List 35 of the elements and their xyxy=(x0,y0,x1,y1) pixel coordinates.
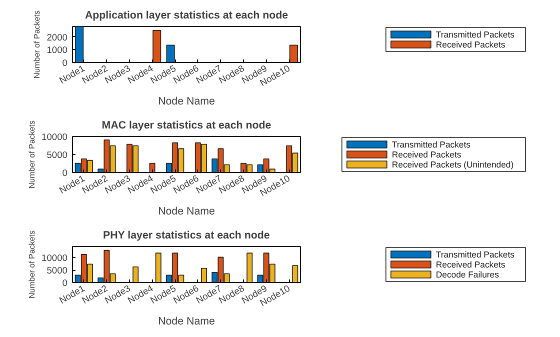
bar xyxy=(149,162,156,172)
y-axis-title: Number of Packets xyxy=(32,10,42,79)
y-axis-title: Number of Packets xyxy=(28,230,37,299)
y-tick-label: 5000 xyxy=(46,266,68,276)
bar xyxy=(246,252,253,282)
bar xyxy=(152,30,162,62)
bar xyxy=(132,266,139,282)
legend-label: Received Packets xyxy=(392,150,462,160)
legend-label: Transmitted Packets xyxy=(436,250,516,260)
y-tick-label: 2000 xyxy=(46,32,68,42)
bar xyxy=(292,265,298,282)
y-tick-label: 10000 xyxy=(42,132,68,142)
y-axis-title: Number of Packets xyxy=(28,120,37,189)
x-axis-title: Node Name xyxy=(158,316,216,328)
legend-label: Decode Failures xyxy=(436,270,500,280)
legend-label: Received Packets xyxy=(436,260,506,270)
x-axis-title: Node Name xyxy=(158,206,216,218)
x-axis-title: Node Name xyxy=(158,96,216,108)
y-tick-label: 0 xyxy=(62,58,68,68)
chart-title: MAC layer statistics at each node xyxy=(102,120,272,132)
bar xyxy=(200,268,207,282)
legend-label: Received Packets xyxy=(436,40,506,50)
bar xyxy=(166,44,175,62)
legend-label: Transmitted Packets xyxy=(436,30,516,40)
bar xyxy=(289,44,298,62)
chart-title: Application layer statistics at each node xyxy=(84,10,288,22)
y-tick-label: 0 xyxy=(62,278,68,288)
y-tick-label: 10000 xyxy=(42,253,68,264)
chart-title: PHY layer statistics at each node xyxy=(102,230,270,242)
bar xyxy=(155,252,162,282)
y-tick-label: 5000 xyxy=(46,150,68,160)
y-tick-label: 1000 xyxy=(46,45,68,56)
legend-label: Received Packets (Unintended) xyxy=(392,160,514,170)
y-tick-label: 0 xyxy=(62,168,68,178)
legend-label: Transmitted Packets xyxy=(392,140,472,150)
